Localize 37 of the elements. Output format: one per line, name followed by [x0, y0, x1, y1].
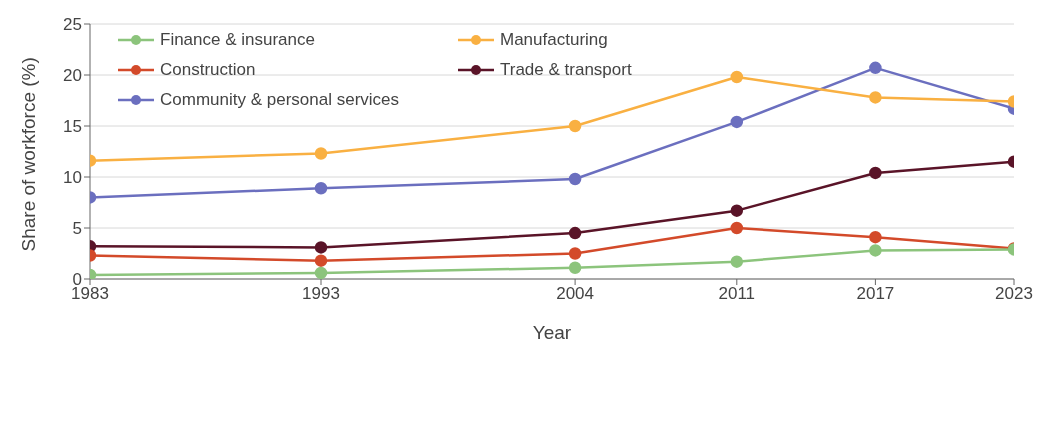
x-tick-label: 1993 — [302, 284, 340, 304]
point — [568, 261, 582, 275]
point — [869, 61, 882, 75]
point — [730, 255, 744, 268]
y-axis-title: Share of workforce (%) — [17, 57, 39, 252]
point — [568, 247, 582, 260]
point — [869, 230, 882, 244]
x-tick-label: 2004 — [556, 284, 595, 304]
x-tick-label: 2017 — [856, 284, 895, 304]
point — [568, 119, 582, 133]
point — [568, 226, 582, 240]
legend-label: Finance & insurance — [160, 30, 315, 50]
legend-label: Construction — [160, 60, 256, 80]
point — [730, 115, 744, 129]
legend-label: Manufacturing — [500, 30, 608, 50]
point — [730, 70, 744, 84]
y-tick-label: 10 — [63, 168, 82, 188]
point — [568, 172, 582, 186]
point — [314, 241, 328, 254]
legend-label: Community & personal services — [160, 90, 400, 110]
point — [869, 166, 882, 180]
y-tick-label: 15 — [63, 117, 82, 137]
point — [314, 254, 328, 267]
point — [730, 204, 744, 217]
y-tick-label: 5 — [72, 219, 82, 239]
point — [730, 221, 744, 235]
point — [314, 181, 328, 195]
point — [314, 147, 328, 160]
y-tick-label: 20 — [63, 66, 82, 86]
x-axis-title: Year — [532, 322, 572, 343]
y-tick-label: 25 — [63, 15, 82, 35]
x-tick-label: 2023 — [995, 284, 1033, 304]
point — [869, 244, 882, 257]
point — [314, 266, 328, 279]
legend-label: Trade & transport — [500, 60, 632, 80]
point — [869, 91, 882, 104]
x-tick-label: 2011 — [718, 284, 756, 304]
